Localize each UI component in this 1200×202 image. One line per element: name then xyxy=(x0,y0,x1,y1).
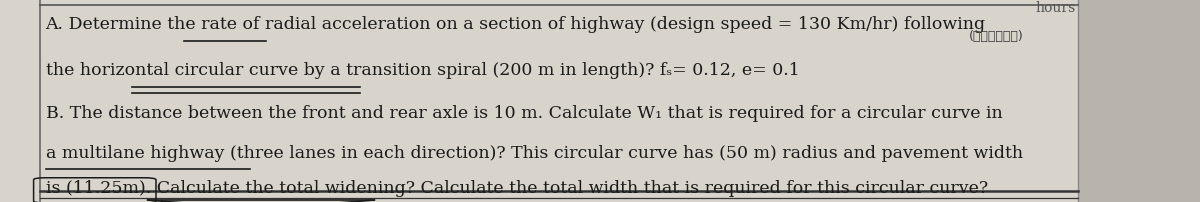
Text: B. The distance between the front and rear axle is 10 m. Calculate W₁ that is re: B. The distance between the front and re… xyxy=(46,105,1002,122)
Text: A. Determine the rate of radial acceleration on a section of highway (design spe: A. Determine the rate of radial accelera… xyxy=(46,16,985,33)
Text: is (11.25m). Calculate the total widening? Calculate the total width that is req: is (11.25m). Calculate the total widenin… xyxy=(46,180,988,197)
Text: a multilane highway (three lanes in each direction)? This circular curve has (50: a multilane highway (three lanes in each… xyxy=(46,145,1022,162)
Text: (ﾛﾛﾛﾛﾛﾛ): (ﾛﾛﾛﾛﾛﾛ) xyxy=(968,30,1024,43)
Text: hours: hours xyxy=(1036,1,1076,15)
Bar xyxy=(1078,0,1200,202)
Text: the horizontal circular curve by a transition spiral (200 m in length)? fₛ= 0.12: the horizontal circular curve by a trans… xyxy=(46,62,799,79)
